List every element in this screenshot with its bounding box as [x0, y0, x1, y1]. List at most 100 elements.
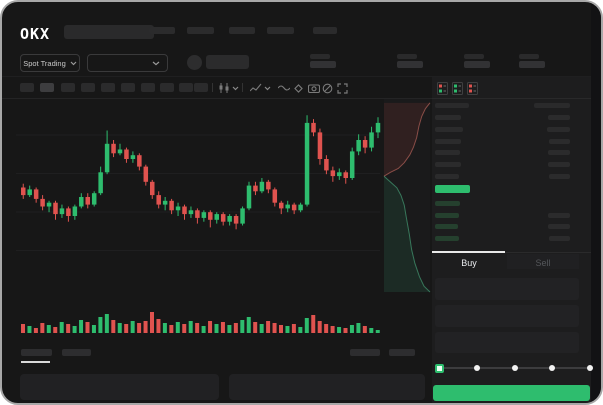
volume-bar [33, 328, 38, 333]
candle-body [188, 210, 194, 215]
candle-body [111, 143, 116, 154]
timeframe-button[interactable] [160, 83, 174, 92]
volume-bar [356, 323, 361, 333]
timeframe-button[interactable] [61, 83, 75, 92]
volume-bar [362, 326, 367, 333]
hide-icon[interactable] [322, 83, 333, 94]
camera-icon[interactable] [308, 83, 320, 93]
trade-panel: Buy Sell [432, 77, 593, 403]
wave-icon[interactable] [278, 83, 290, 93]
volume-bar [162, 323, 167, 333]
depth-bids-line [383, 175, 431, 293]
stat-label [519, 54, 539, 59]
nav-item[interactable] [187, 27, 214, 34]
timeframe-button[interactable] [101, 83, 115, 92]
last-price-bar [435, 185, 470, 193]
indicator-icon[interactable] [250, 83, 262, 93]
pair-selector-dropdown[interactable] [87, 54, 168, 72]
slider-handle[interactable] [434, 363, 444, 373]
timeframe-button[interactable] [40, 83, 54, 92]
spot-trading-dropdown[interactable]: Spot Trading [20, 54, 80, 72]
orderbook-view-bids-icon[interactable] [452, 82, 463, 95]
bottom-tab[interactable] [21, 349, 52, 356]
volume-bar [104, 314, 109, 333]
toolbar-divider [2, 98, 601, 99]
ask-row-price[interactable] [435, 174, 459, 179]
candle-body [72, 206, 78, 216]
ask-row-price[interactable] [435, 115, 461, 120]
active-tab-indicator [432, 251, 505, 253]
order-input-field[interactable] [435, 278, 579, 300]
candle-body [175, 206, 181, 211]
timeframe-button[interactable] [194, 83, 208, 92]
volume-bar [272, 323, 277, 333]
volume-bar [85, 322, 90, 333]
slider-stop-dot[interactable] [473, 365, 480, 371]
tab-sell[interactable]: Sell [535, 258, 551, 268]
volume-bar [227, 325, 232, 333]
nav-item[interactable] [229, 27, 255, 34]
slider-stop-dot[interactable] [511, 365, 518, 371]
bid-row-price[interactable] [435, 212, 459, 218]
volume-bar [375, 330, 380, 333]
candle-body [156, 195, 161, 205]
candle-body [227, 216, 232, 222]
bid-row-amount [548, 224, 570, 229]
volume-bar [175, 322, 180, 333]
candle-body [317, 132, 323, 159]
chevron-down-icon[interactable] [232, 86, 239, 91]
bottom-tab[interactable] [62, 349, 91, 356]
order-input-field[interactable] [435, 305, 579, 327]
bid-row-price[interactable] [435, 235, 459, 241]
ask-row-price[interactable] [435, 162, 461, 168]
volume-bar [240, 320, 245, 333]
timeframe-button[interactable] [121, 83, 135, 92]
bottom-action[interactable] [389, 349, 415, 356]
draw-icon[interactable] [293, 83, 304, 94]
timeframe-button[interactable] [20, 83, 34, 92]
bottom-panel [20, 374, 219, 400]
slider-stop-dot[interactable] [549, 365, 556, 371]
ask-row-amount [549, 138, 570, 144]
bid-row-price[interactable] [435, 224, 458, 229]
nav-item[interactable] [149, 27, 175, 34]
chevron-down-icon[interactable] [264, 86, 271, 91]
buy-submit-button[interactable] [433, 385, 590, 401]
timeframe-button[interactable] [179, 83, 193, 92]
bid-row-price[interactable] [435, 201, 460, 206]
toolbar-separator [212, 83, 213, 92]
depth-bids-area [384, 176, 430, 292]
orderbook-view-both-icon[interactable] [437, 82, 448, 95]
candle-body [104, 143, 110, 173]
search-input[interactable] [64, 25, 154, 39]
orderbook-view-asks-icon[interactable] [467, 82, 478, 95]
nav-item[interactable] [313, 27, 337, 34]
candle-type-icon[interactable] [218, 83, 230, 93]
nav-item[interactable] [267, 27, 294, 34]
okx-logo: OKX [20, 25, 51, 43]
ask-row-price[interactable] [435, 126, 463, 132]
fullscreen-icon[interactable] [337, 83, 348, 94]
candle-body [337, 172, 342, 177]
orderbook-col-header-amount [534, 103, 570, 108]
ask-row-price[interactable] [435, 138, 461, 144]
volume-bar [220, 322, 225, 333]
slider-stop-dot[interactable] [587, 365, 593, 371]
volume-bar [298, 327, 303, 333]
timeframe-button[interactable] [141, 83, 155, 92]
candle-body [208, 212, 213, 220]
pair-avatar[interactable] [187, 55, 202, 70]
candle-body [169, 200, 174, 211]
volume-bar [91, 325, 96, 333]
tab-buy[interactable]: Buy [461, 258, 477, 268]
candle-body [150, 181, 155, 196]
bottom-action[interactable] [350, 349, 380, 356]
candle-body [298, 204, 303, 211]
volume-bar [137, 323, 142, 333]
timeframe-button[interactable] [81, 83, 95, 92]
ask-row-price[interactable] [435, 150, 460, 156]
volume-bar [169, 325, 174, 333]
volume-bar [311, 315, 316, 333]
order-input-field[interactable] [435, 332, 579, 353]
header-divider [2, 76, 601, 77]
